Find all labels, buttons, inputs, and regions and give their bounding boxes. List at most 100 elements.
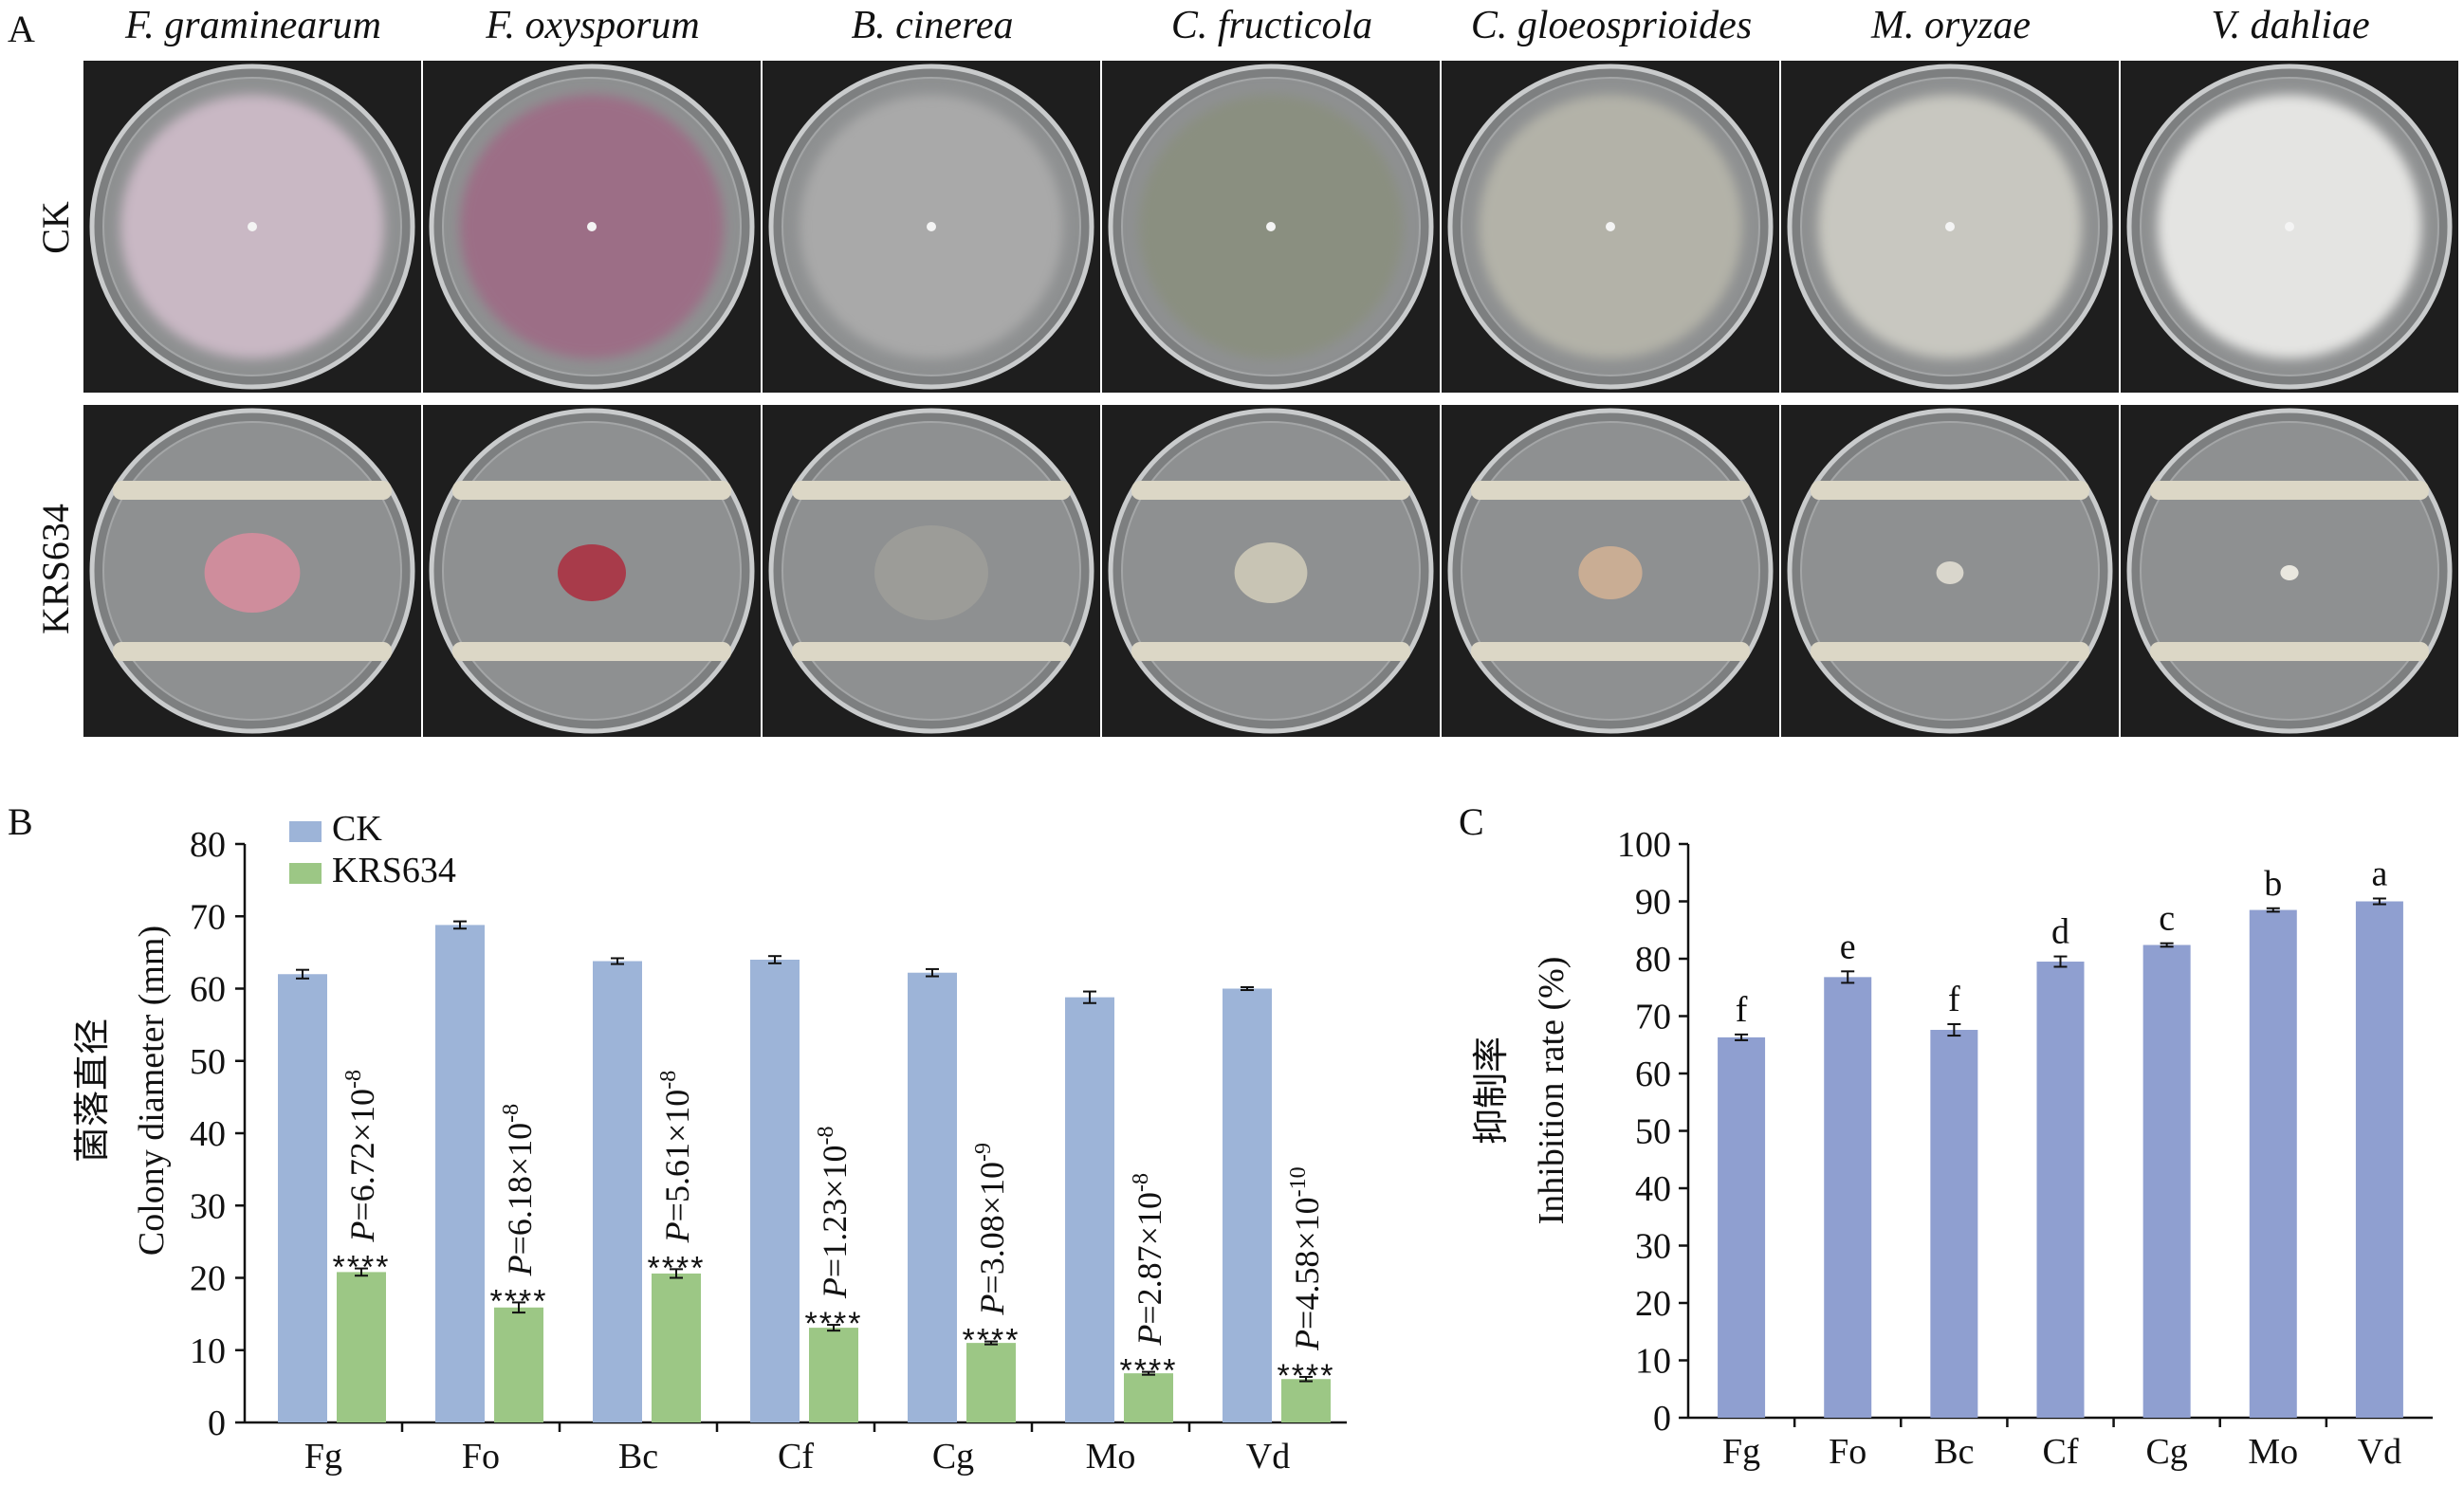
legend-label-krs634: KRS634 (332, 851, 456, 890)
fungal-colony (874, 525, 988, 620)
panel-b-y-tick-label: 80 (190, 825, 226, 865)
panel-c-y-tick-label: 90 (1635, 883, 1671, 923)
krs634-plate-photo (763, 405, 1100, 737)
legend-swatch-ck (289, 821, 322, 842)
panel-c-letter: C (1459, 800, 1484, 843)
panel-c-ylabel-en: Inhibition rate (%) (1532, 957, 1572, 1225)
panel-b-x-tick-label: Vd (1246, 1437, 1290, 1477)
krs634-plate-photo (2121, 405, 2458, 737)
bacterial-streak-top (2150, 481, 2429, 500)
panel-b-significance-stars: **** (963, 1323, 1021, 1359)
inoculum-plug (2285, 222, 2294, 231)
panel-b-y-tick-label: 50 (190, 1042, 226, 1082)
panel-b-significance-stars: **** (1120, 1353, 1178, 1389)
panel-c-x-tick-label: Cf (2043, 1432, 2079, 1472)
panel-b-y-tick-label: 0 (208, 1403, 226, 1443)
p-value-symbol: P (501, 1255, 539, 1276)
legend-label-ck: CK (332, 809, 382, 849)
p-value-exponent: -8 (499, 1104, 524, 1123)
panel-b-ylabel-cn: 菌落直径 (73, 1018, 113, 1163)
panel-c-x-tick-label: Bc (1934, 1432, 1974, 1472)
inoculum-plug (1266, 222, 1276, 231)
p-value-symbol: P (1131, 1325, 1168, 1347)
panel-c-y-tick-label: 40 (1635, 1169, 1671, 1209)
species-label: C. fructicola (1171, 4, 1372, 47)
krs634-plate-photo (1442, 405, 1779, 737)
bacterial-streak-bottom (113, 642, 392, 661)
panel-a-letter: A (8, 8, 35, 50)
legend-swatch-krs634 (289, 863, 322, 884)
bacterial-streak-bottom (2150, 642, 2429, 661)
species-label: B. cinerea (851, 4, 1013, 47)
fungal-colony (558, 544, 626, 601)
p-value-number: =6.72×10 (343, 1089, 381, 1221)
fungal-colony (2280, 565, 2299, 580)
panel-c-bar (2142, 945, 2191, 1418)
panel-b-y-tick-label: 60 (190, 970, 226, 1010)
p-value-symbol: P (658, 1221, 696, 1243)
species-labels: F. graminearum F. oxysporum B. cinerea C. f… (124, 4, 2370, 47)
krs634-plate-photo (1102, 405, 1440, 737)
panel-c-plot-area: 0 10 20 30 40 50 60 70 80 90 100 f Fg e Fo f Bc d Cf c Cg b Mo… (1617, 825, 2433, 1472)
panel-c-bar (1718, 1037, 1766, 1418)
species-label: F. oxysporum (485, 4, 700, 47)
panel-b-letter: B (8, 800, 33, 843)
panel-b-bar-krs634 (494, 1307, 543, 1422)
p-value-symbol: P (816, 1277, 854, 1299)
panel-b-bar-krs634 (809, 1328, 858, 1422)
panel-b-colony-diameter-chart: B 菌落直径 Colony diameter (mm) 0 10 20 30 40 50 6… (8, 800, 1347, 1477)
panel-c-bar (2036, 962, 2085, 1418)
p-value-symbol: P (973, 1294, 1011, 1316)
panel-c-significance-letter: f (1948, 980, 1960, 1019)
inoculum-plug (587, 222, 597, 231)
panel-c-bar (1824, 977, 1872, 1418)
panel-c-y-tick-label: 0 (1653, 1399, 1671, 1439)
panel-b-p-value: P=2.87×10-8 (1129, 1173, 1168, 1347)
panel-b-x-tick-label: Fg (304, 1437, 342, 1477)
panel-b-significance-stars: **** (490, 1283, 548, 1319)
panel-a-photo-grid: A F. graminearum F. oxysporum B. cinerea C.… (8, 4, 2458, 737)
p-value-exponent: -8 (1129, 1173, 1153, 1192)
panel-c-x-tick-label: Fg (1722, 1432, 1760, 1472)
panel-c-significance-letter: a (2371, 853, 2387, 893)
panel-b-bar-ck (278, 974, 327, 1422)
panel-c-y-tick-label: 50 (1635, 1112, 1671, 1152)
bacterial-streak-bottom (792, 642, 1071, 661)
panel-b-x-tick-label: Mo (1086, 1437, 1136, 1477)
panel-b-ylabel-en: Colony diameter (mm) (132, 926, 172, 1256)
panel-b-x-tick-label: Cf (778, 1437, 814, 1477)
panel-b-bar-krs634 (966, 1343, 1016, 1422)
row-label-ck: CK (34, 201, 77, 254)
panel-c-bar (1930, 1030, 1978, 1418)
p-value-exponent: -8 (656, 1071, 681, 1090)
p-value-exponent: -8 (341, 1070, 366, 1089)
p-value-number: =3.08×10 (973, 1162, 1011, 1294)
panel-b-p-value: P=6.72×10-8 (341, 1070, 381, 1243)
panel-c-significance-letter: e (1840, 926, 1856, 966)
panel-b-x-tick-label: Bc (618, 1437, 658, 1477)
panel-b-p-value: P=4.58×10-10 (1286, 1166, 1326, 1351)
panel-b-plot-area: 01020304050607080Fg****P=6.72×10-8Fo****… (190, 809, 1347, 1477)
species-label: F. graminearum (124, 4, 381, 47)
ck-plate-photo (1781, 61, 2119, 393)
p-value-exponent: -9 (971, 1143, 996, 1162)
panel-c-y-tick-label: 20 (1635, 1284, 1671, 1324)
bacterial-streak-top (792, 481, 1071, 500)
bacterial-streak-bottom (452, 642, 731, 661)
p-value-exponent: -8 (814, 1126, 838, 1145)
panel-c-y-tick-label: 100 (1617, 825, 1671, 865)
panel-c-y-tick-label: 60 (1635, 1055, 1671, 1094)
panel-c-y-tick-label: 70 (1635, 998, 1671, 1037)
bacterial-streak-top (1471, 481, 1750, 500)
p-value-number: =2.87×10 (1131, 1192, 1168, 1325)
panel-c-x-tick-label: Vd (2358, 1432, 2401, 1472)
ck-plate-photo (1102, 61, 1440, 393)
bacterial-streak-top (113, 481, 392, 500)
bacterial-streak-top (1811, 481, 2089, 500)
panel-c-bar (2249, 909, 2297, 1418)
bacterial-streak-top (452, 481, 731, 500)
row-label-krs634: KRS634 (34, 504, 77, 634)
inoculum-plug (248, 222, 257, 231)
panel-b-y-tick-label: 20 (190, 1259, 226, 1299)
